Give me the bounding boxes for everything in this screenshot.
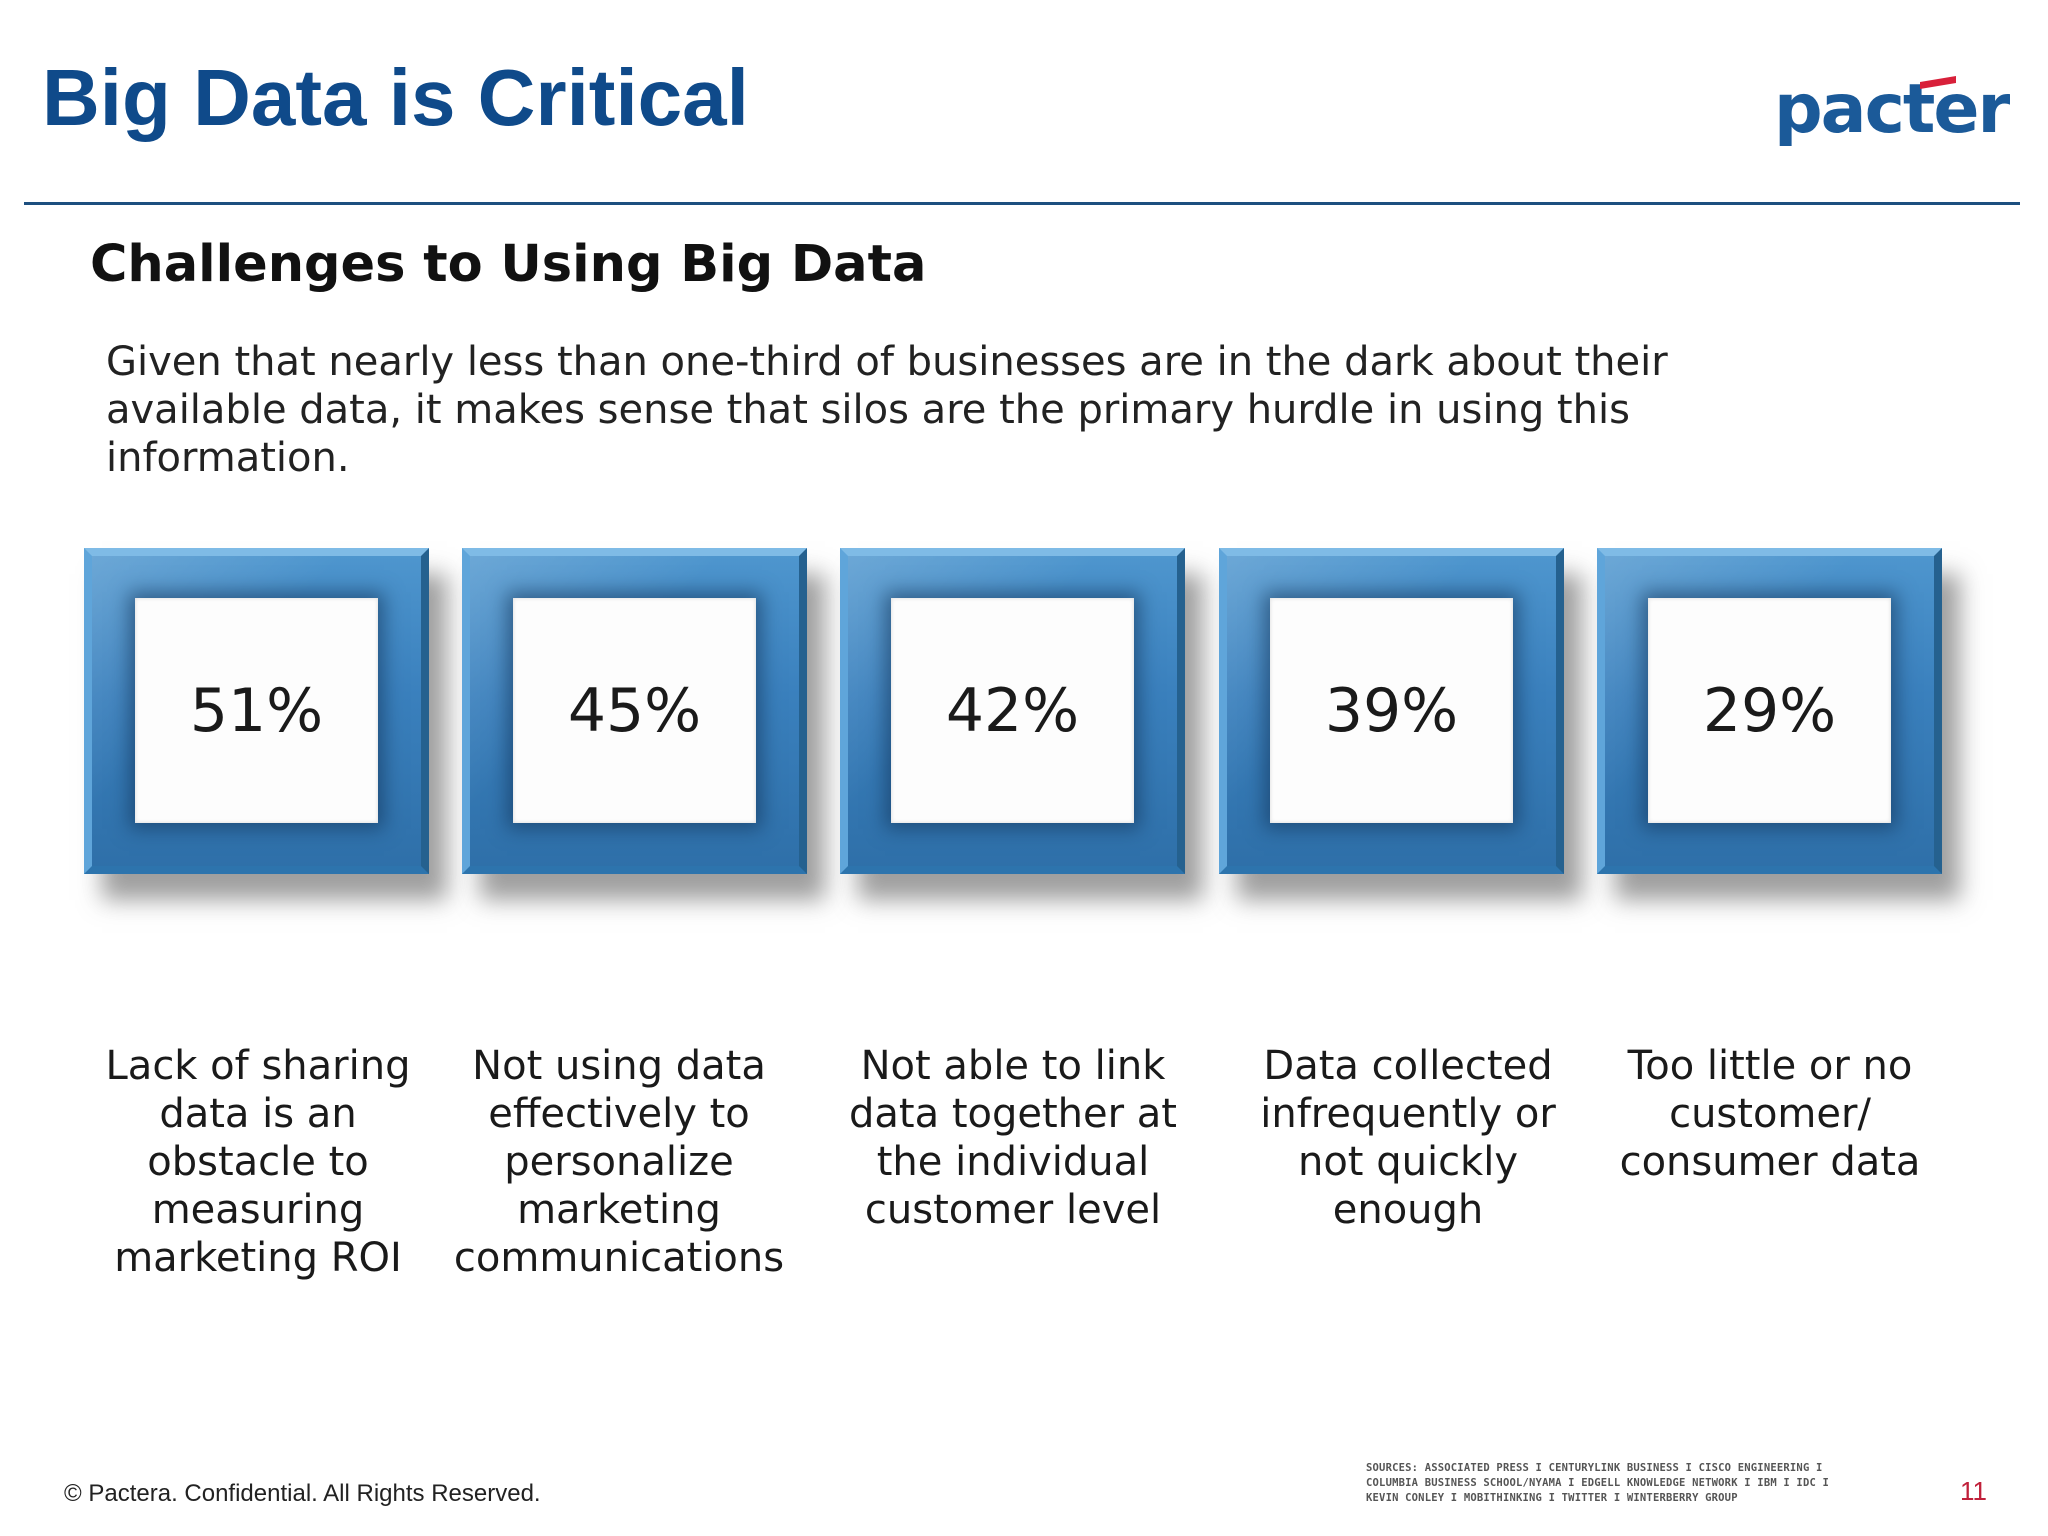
tile-value: 39% bbox=[1324, 675, 1459, 746]
sources-line: KEVIN CONLEY I MOBITHINKING I TWITTER I … bbox=[1366, 1492, 1738, 1504]
tile-value-panel: 42% bbox=[891, 598, 1134, 823]
tile-value: 45% bbox=[567, 675, 702, 746]
challenge-tile-1: 51% bbox=[84, 548, 429, 874]
tile-value-panel: 45% bbox=[513, 598, 756, 823]
challenge-tile-3: 42% bbox=[840, 548, 1185, 874]
tile-value: 29% bbox=[1702, 675, 1837, 746]
challenge-tile-4: 39% bbox=[1219, 548, 1564, 874]
pactera-logo: pactera bbox=[1774, 70, 2010, 149]
page-number: 11 bbox=[1960, 1476, 1987, 1506]
logo-accent-mark bbox=[1920, 76, 1956, 89]
logo-text: pactera bbox=[1774, 70, 2010, 149]
tile-value-panel: 29% bbox=[1648, 598, 1891, 823]
challenge-description-4: Data collected infrequently or not quick… bbox=[1260, 1043, 1556, 1233]
challenge-description-3: Not able to link data together at the in… bbox=[849, 1043, 1177, 1233]
slide-title: Big Data is Critical bbox=[42, 53, 749, 142]
sources-note: SOURCES: ASSOCIATED PRESS I CENTURYLINK … bbox=[1366, 1461, 1906, 1506]
tile-value: 42% bbox=[945, 675, 1080, 746]
challenge-tile-2: 45% bbox=[462, 548, 807, 874]
challenge-tile-5: 29% bbox=[1597, 548, 1942, 874]
sources-line: COLUMBIA BUSINESS SCHOOL/NYAMA I EDGELL … bbox=[1366, 1477, 1830, 1489]
tile-value-panel: 51% bbox=[135, 598, 378, 823]
sources-line: SOURCES: ASSOCIATED PRESS I CENTURYLINK … bbox=[1366, 1462, 1823, 1474]
challenge-description-2: Not using data effectively to personaliz… bbox=[453, 1043, 785, 1281]
challenge-description-5: Too little or no customer/ consumer data bbox=[1619, 1043, 1921, 1185]
challenge-description-1: Lack of sharing data is an obstacle to m… bbox=[105, 1043, 411, 1281]
intro-paragraph: Given that nearly less than one-third of… bbox=[106, 339, 1668, 481]
footer-copyright: © Pactera. Confidential. All Rights Rese… bbox=[64, 1480, 541, 1507]
tile-value: 51% bbox=[189, 675, 324, 746]
header-divider bbox=[24, 202, 2020, 205]
section-subtitle: Challenges to Using Big Data bbox=[90, 235, 927, 294]
tile-value-panel: 39% bbox=[1270, 598, 1513, 823]
